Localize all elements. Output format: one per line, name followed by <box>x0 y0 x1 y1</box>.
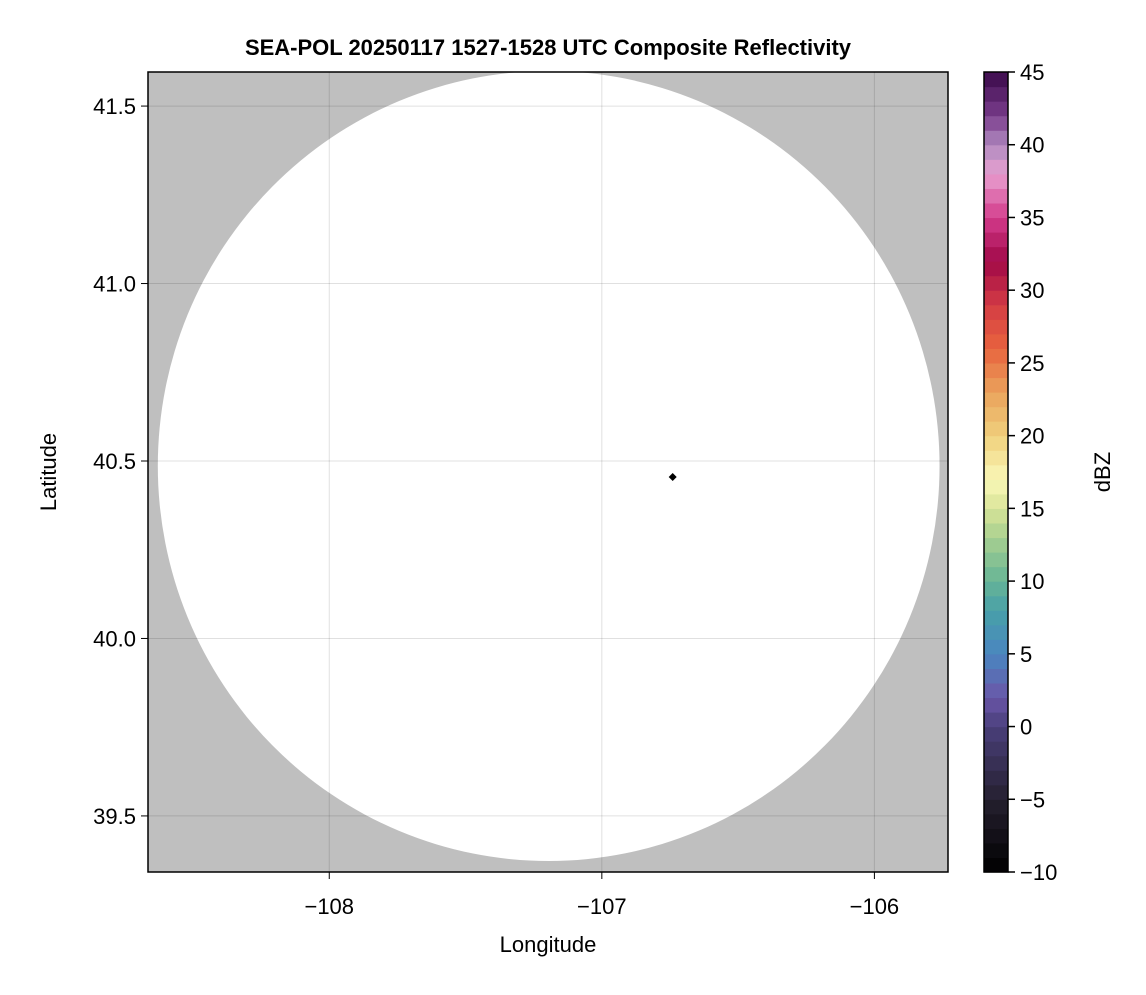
plot-frame <box>147 71 949 873</box>
colorbar-bin <box>984 144 1008 160</box>
colorbar-bin <box>984 697 1008 713</box>
colorbar-bin <box>984 246 1008 262</box>
x-tick-label: −106 <box>850 894 900 919</box>
colorbar-bin <box>984 770 1008 786</box>
colorbar-bin <box>984 552 1008 568</box>
colorbar-bin <box>984 522 1008 539</box>
colorbar-bin <box>984 450 1008 466</box>
colorbar-bin <box>984 304 1008 320</box>
x-tick-label: −107 <box>577 894 627 919</box>
colorbar-bin <box>984 392 1008 408</box>
y-tick-label: 41.5 <box>93 94 136 119</box>
colorbar-bin <box>984 348 1008 364</box>
colorbar-bin <box>984 624 1008 640</box>
colorbar: −10 −5 0 5 10 15 20 25 30 35 40 45 <box>983 60 1057 885</box>
colorbar-bin <box>984 421 1008 437</box>
colorbar-tick-label: 5 <box>1020 642 1032 667</box>
colorbar-tick-label: 45 <box>1020 60 1044 85</box>
colorbar-bin <box>984 508 1008 524</box>
colorbar-bin <box>984 639 1008 655</box>
y-axis-label: Latitude <box>36 433 61 511</box>
colorbar-bin <box>984 290 1008 306</box>
colorbar-tick-label: −10 <box>1020 860 1057 885</box>
colorbar-bin <box>984 333 1008 349</box>
colorbar-bin <box>984 784 1008 800</box>
y-axis: 39.5 40.0 40.5 41.0 41.5 <box>93 94 148 829</box>
colorbar-tick-label: 10 <box>1020 569 1044 594</box>
colorbar-bin <box>984 406 1008 422</box>
colorbar-tick-label: 35 <box>1020 205 1044 230</box>
y-tick-label: 39.5 <box>93 804 136 829</box>
colorbar-bin <box>984 566 1008 582</box>
plot-area <box>147 70 949 873</box>
colorbar-bin <box>984 595 1008 611</box>
colorbar-tick-label: 30 <box>1020 278 1044 303</box>
colorbar-bin <box>984 741 1008 757</box>
y-tick-label: 41.0 <box>93 272 136 297</box>
colorbar-bin <box>984 188 1008 204</box>
colorbar-bin <box>984 202 1008 219</box>
colorbar-bin <box>984 712 1008 728</box>
colorbar-bin <box>984 319 1008 335</box>
y-tick-label: 40.0 <box>93 626 136 651</box>
colorbar-bin <box>984 581 1008 597</box>
colorbar-bin <box>984 464 1008 480</box>
colorbar-bin <box>984 115 1008 131</box>
colorbar-tick-label: 25 <box>1020 351 1044 376</box>
colorbar-bin <box>984 653 1008 669</box>
radar-coverage-area <box>157 70 940 861</box>
colorbar-bin <box>984 610 1008 626</box>
colorbar-tick-label: 20 <box>1020 424 1044 449</box>
colorbar-tick-label: 0 <box>1020 715 1032 740</box>
colorbar-bin <box>984 828 1008 844</box>
colorbar-bin <box>984 668 1008 684</box>
colorbar-bin <box>984 799 1008 815</box>
colorbar-bin <box>984 842 1008 859</box>
colorbar-bin <box>984 217 1008 233</box>
colorbar-tick-label: −5 <box>1020 787 1045 812</box>
colorbar-bin <box>984 813 1008 829</box>
colorbar-bin <box>984 435 1008 451</box>
colorbar-bin <box>984 377 1008 393</box>
colorbar-bin <box>984 86 1008 102</box>
colorbar-bin <box>984 232 1008 248</box>
colorbar-bin <box>984 130 1008 146</box>
colorbar-bin <box>984 275 1008 291</box>
colorbar-bin <box>984 261 1008 277</box>
x-axis: −108 −107 −106 <box>304 872 899 919</box>
colorbar-bin <box>984 493 1008 509</box>
y-tick-label: 40.5 <box>93 449 136 474</box>
colorbar-label: dBZ <box>1090 452 1115 492</box>
colorbar-bin <box>984 479 1008 495</box>
x-tick-label: −108 <box>304 894 354 919</box>
radar-location-marker <box>668 472 677 481</box>
x-axis-label: Longitude <box>500 932 597 957</box>
colorbar-bin <box>984 101 1008 117</box>
colorbar-bin <box>984 159 1008 175</box>
colorbar-frame <box>983 71 1009 873</box>
colorbar-bin <box>984 682 1008 699</box>
colorbar-bin <box>984 726 1008 742</box>
colorbar-bin <box>984 362 1008 379</box>
colorbar-bin <box>984 72 1008 88</box>
colorbar-bin <box>984 755 1008 771</box>
colorbar-bin <box>984 537 1008 553</box>
colorbar-bin <box>984 173 1008 189</box>
chart-title: SEA-POL 20250117 1527-1528 UTC Composite… <box>245 35 852 60</box>
colorbar-tick-label: 15 <box>1020 496 1044 521</box>
colorbar-bin <box>984 857 1008 873</box>
colorbar-tick-label: 40 <box>1020 133 1044 158</box>
